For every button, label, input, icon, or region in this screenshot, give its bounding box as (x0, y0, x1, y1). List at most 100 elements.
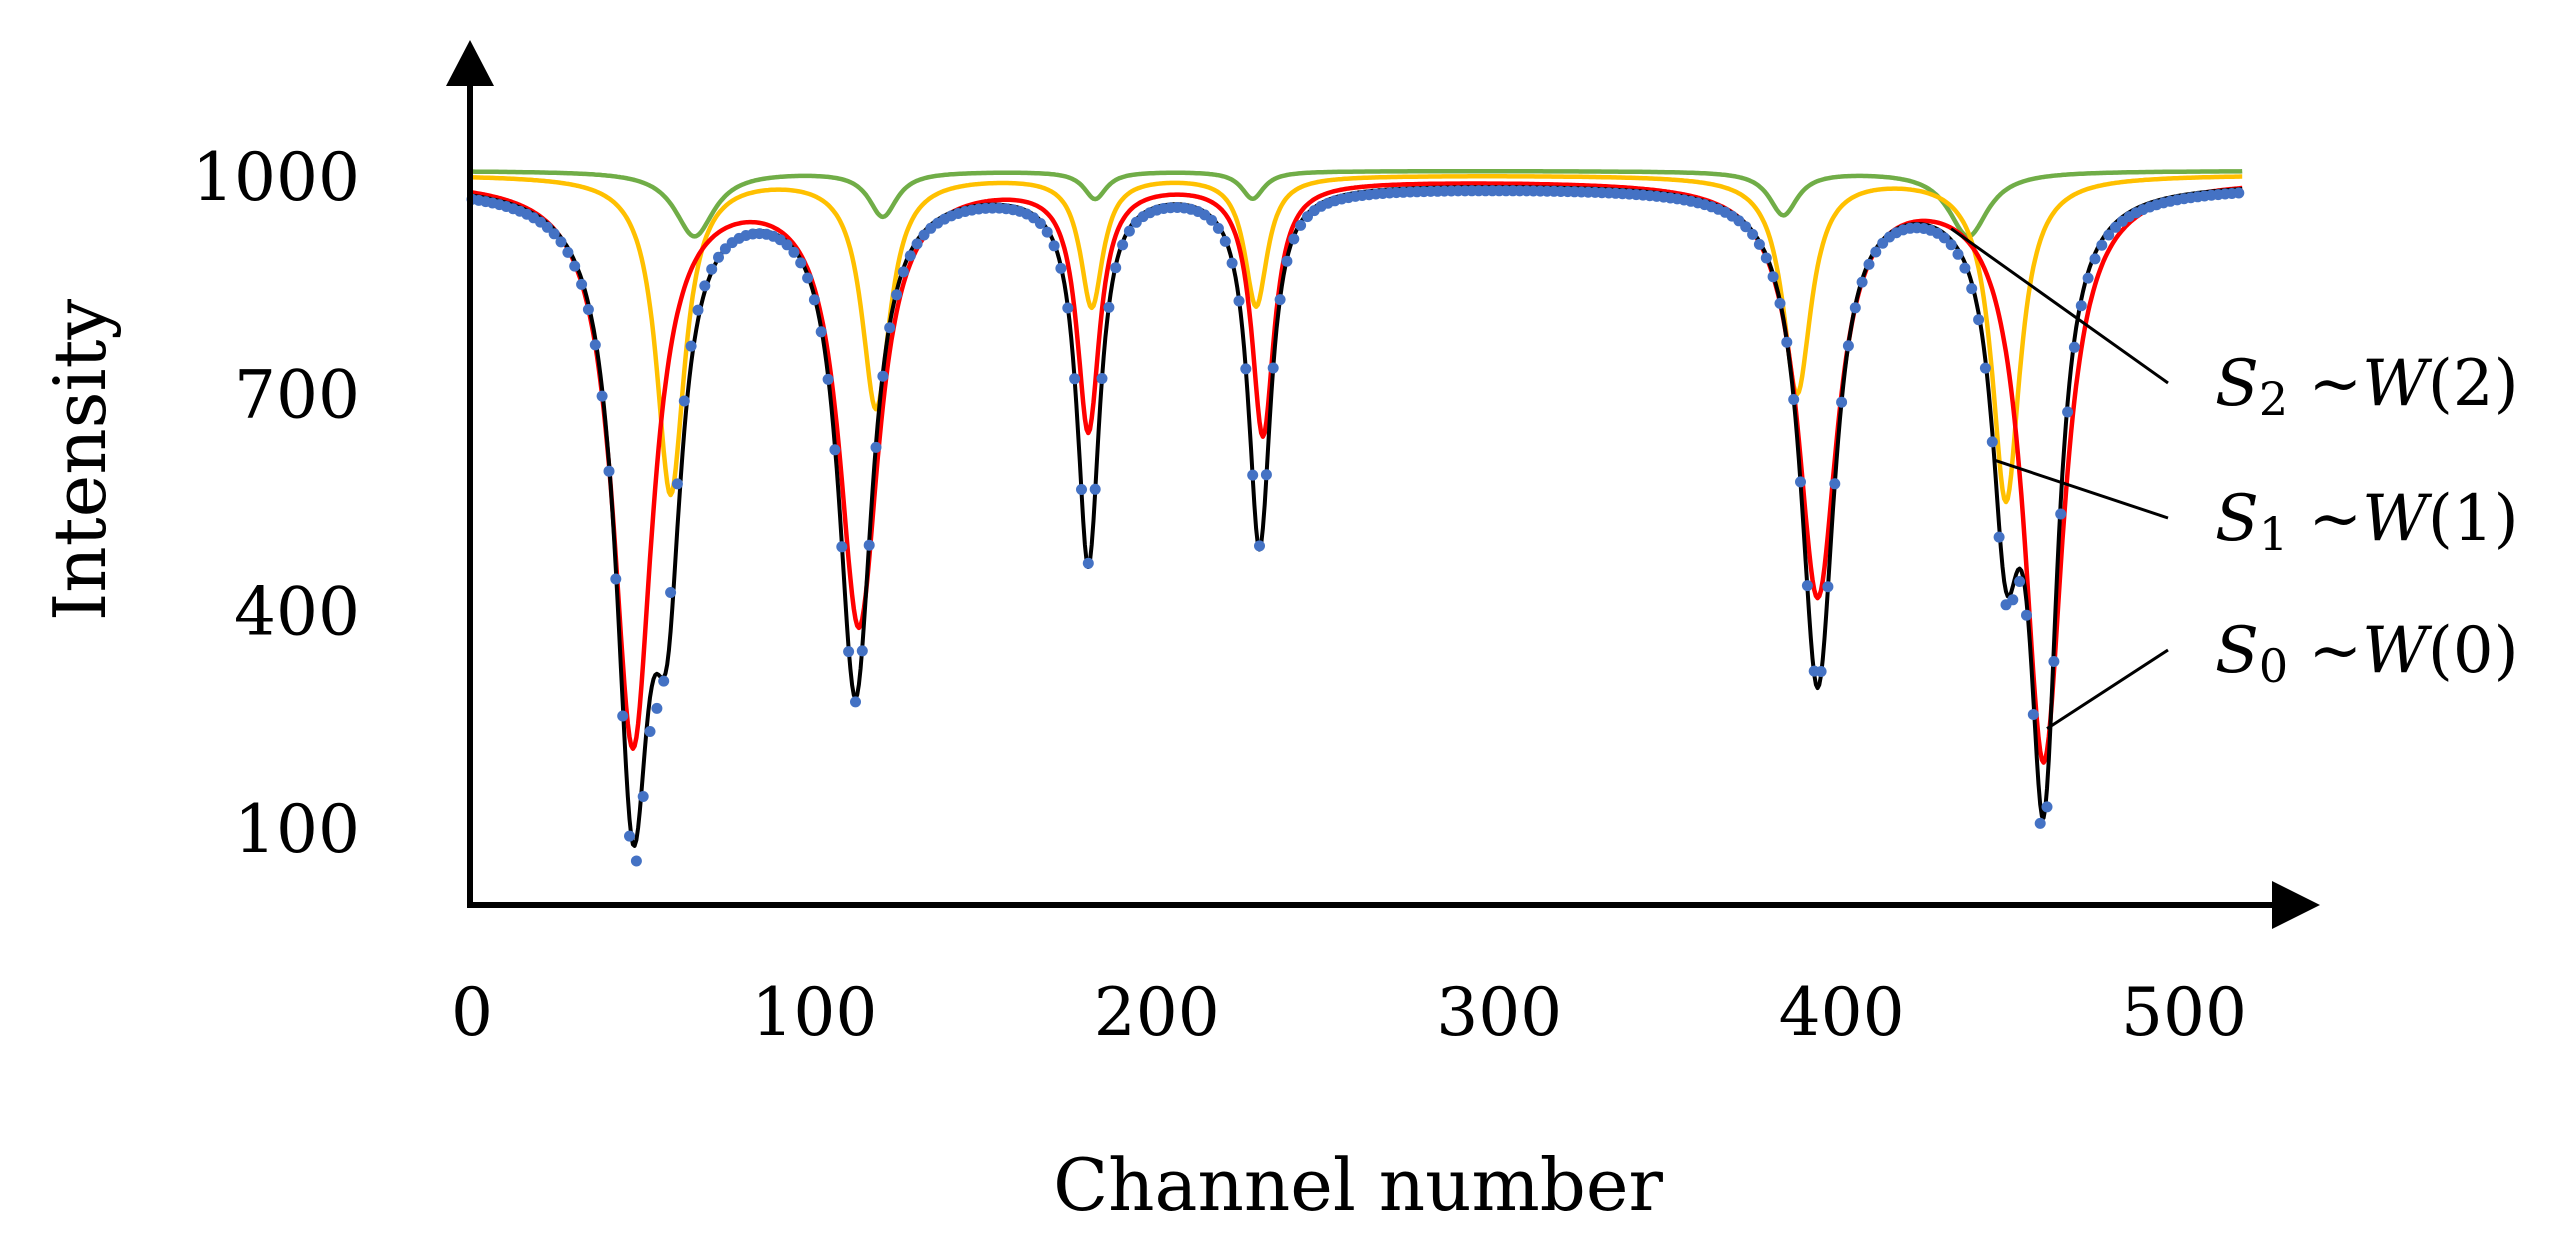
series-s1-line (471, 174, 2243, 505)
measured-point (548, 228, 560, 240)
measured-point (1959, 262, 1971, 274)
measured-point (1240, 363, 1252, 375)
measured-point (541, 221, 553, 233)
measured-point (1219, 235, 1231, 247)
measured-point (891, 289, 903, 301)
y-tick-label: 400 (234, 574, 360, 651)
measured-point (1212, 222, 1224, 234)
measured-point (1781, 336, 1793, 348)
measured-point (1973, 314, 1985, 326)
x-tick-label: 500 (2121, 974, 2247, 1051)
measured-point (808, 294, 820, 306)
measured-point (1260, 469, 1272, 481)
measured-point (1295, 219, 1307, 231)
series-s0-line (471, 181, 2243, 765)
measured-point (706, 263, 718, 275)
measured-point (2048, 656, 2060, 667)
measured-point (1863, 258, 1875, 270)
y-tick-label: 700 (234, 356, 360, 433)
measured-point (1815, 666, 1827, 677)
measured-point (2082, 272, 2094, 284)
x-tick-labels: 0 100 200 300 400 500 (451, 974, 2247, 1051)
measured-point (699, 280, 711, 292)
measured-point (2055, 508, 2067, 520)
measured-point (2021, 609, 2032, 621)
measured-point (1048, 240, 1060, 252)
x-tick-label: 0 (451, 974, 493, 1051)
measured-point (1842, 340, 1854, 352)
measured-point (665, 587, 677, 598)
measured-point (1034, 218, 1046, 229)
y-tick-label: 1000 (192, 139, 360, 216)
x-tick-label: 400 (1779, 974, 1905, 1051)
measured-point (2089, 253, 2101, 265)
measured-point (1938, 232, 1950, 244)
measured-point (802, 272, 814, 284)
measured-point (1945, 239, 1957, 251)
measured-point (2027, 709, 2039, 720)
annotation-label-s1: S1 ~W(1) (2215, 482, 2519, 561)
measured-point (795, 257, 807, 269)
measured-point (911, 238, 923, 250)
measured-point (1281, 255, 1293, 267)
measured-point (569, 260, 581, 272)
measured-point (2096, 239, 2108, 251)
measured-point (1849, 302, 1861, 314)
measured-point (1993, 531, 2005, 543)
measured-point (1801, 580, 1813, 592)
measured-point (897, 266, 909, 278)
measured-point (1952, 248, 1964, 260)
measured-point (651, 702, 663, 714)
annotation-leader-s2 (1950, 227, 2169, 385)
measured-point (843, 646, 855, 658)
measured-point (713, 251, 724, 263)
measured-point (1254, 540, 1265, 552)
measured-point (589, 339, 601, 351)
measured-point (555, 236, 567, 248)
measured-point (576, 278, 588, 290)
x-tick-label: 100 (751, 974, 877, 1051)
measured-point (617, 710, 629, 722)
annotation-label-s0: S0 ~W(0) (2215, 614, 2519, 693)
measured-point (1274, 294, 1286, 306)
annotation-leader-s1 (1995, 459, 2169, 520)
measured-point (624, 830, 635, 842)
measured-point (1082, 557, 1094, 569)
measured-point (904, 250, 916, 262)
measured-point (692, 304, 704, 316)
measured-point (1055, 262, 1067, 274)
measured-point (1123, 225, 1135, 237)
measured-point (2034, 817, 2046, 829)
measured-point (1740, 221, 1752, 233)
measured-point (1089, 483, 1101, 495)
measured-point (1870, 246, 1882, 258)
series-layer (466, 169, 2245, 867)
measured-point (1795, 476, 1806, 488)
series-measured (466, 185, 2245, 867)
measured-point (1069, 373, 1081, 385)
annotation-leader-s0 (2046, 648, 2169, 730)
measured-point (685, 340, 697, 352)
measured-point (658, 675, 670, 687)
measured-point (2103, 229, 2115, 241)
x-axis-arrow (2272, 881, 2320, 929)
measured-point (644, 726, 656, 737)
measured-point (829, 444, 841, 456)
y-tick-labels: 100 400 700 1000 (192, 139, 360, 868)
measured-point (863, 539, 875, 551)
annotations: S2 ~W(2) S1 ~W(1) S0 ~W(0) (1950, 227, 2519, 730)
x-tick-label: 200 (1094, 974, 1220, 1051)
measured-point (1267, 362, 1279, 374)
measured-point (1760, 252, 1772, 264)
measured-point (815, 326, 827, 338)
measured-point (2041, 801, 2053, 813)
measured-point (671, 478, 683, 490)
y-axis-title: Intensity (38, 299, 122, 622)
measured-point (918, 229, 930, 241)
measured-point (1103, 301, 1115, 313)
axes (446, 40, 2320, 929)
measured-point (1041, 226, 1053, 238)
measured-point (2068, 341, 2080, 353)
measured-point (1062, 302, 1074, 314)
